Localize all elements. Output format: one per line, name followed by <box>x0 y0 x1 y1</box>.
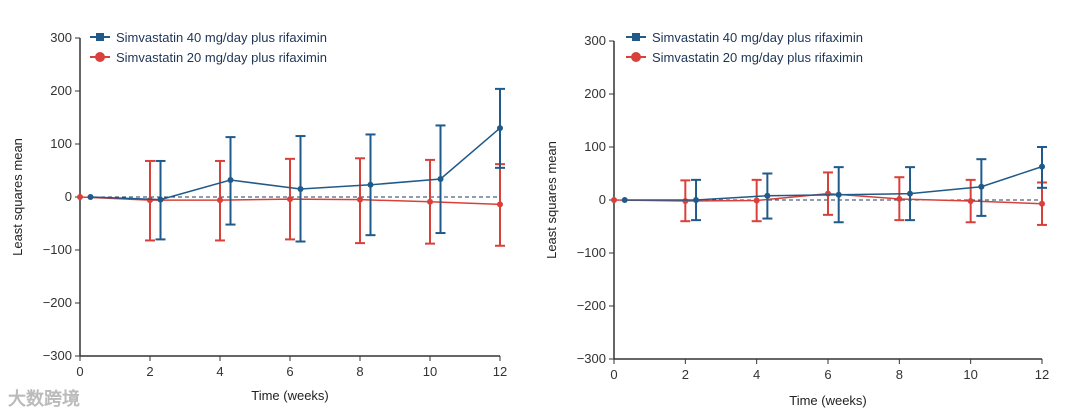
x-tick-label: 0 <box>610 367 617 382</box>
y-tick-label: 200 <box>50 83 72 98</box>
y-axis-label: Least squares mean <box>544 141 559 259</box>
y-tick-label: −100 <box>577 245 606 260</box>
data-point <box>367 181 374 188</box>
chart-panel-1: −300 −200 −100 0 100 200 300 0 2 4 6 8 10 12 Time (wee… <box>10 30 507 403</box>
watermark: 大数跨境 <box>8 389 80 409</box>
y-tick-label: −300 <box>43 348 72 363</box>
data-point <box>497 125 503 132</box>
x-tick-label: 12 <box>493 364 507 379</box>
x-axis-label: Time (weeks) <box>789 393 867 408</box>
x-tick-label: 2 <box>682 367 689 382</box>
x-tick-label: 4 <box>753 367 760 382</box>
x-tick-label: 12 <box>1035 367 1049 382</box>
y-tick-label: 100 <box>584 139 606 154</box>
data-point <box>621 197 628 203</box>
data-point <box>297 186 304 193</box>
data-point <box>825 190 831 197</box>
data-point <box>87 194 94 200</box>
y-tick-label: −200 <box>43 295 72 310</box>
y-tick-label: 100 <box>50 136 72 151</box>
legend-label: Simvastatin 40 mg/day plus rifaximin <box>652 30 863 45</box>
chart-panel-2: −300 −200 −100 0 100 200 300 0 2 4 6 8 10 12 Time (wee… <box>544 30 1049 408</box>
data-point <box>1039 200 1045 207</box>
data-point <box>978 183 985 190</box>
data-point <box>427 198 433 205</box>
series-line <box>624 165 1043 201</box>
x-tick-label: 10 <box>423 364 437 379</box>
y-tick-label: 0 <box>65 189 72 204</box>
legend-square-marker <box>632 33 640 41</box>
data-point <box>227 177 234 184</box>
y-axis-label: Least squares mean <box>10 138 25 256</box>
y-tick-label: 0 <box>599 192 606 207</box>
y-tick-label: 300 <box>584 33 606 48</box>
data-point <box>497 201 503 208</box>
y-tick-label: 300 <box>50 30 72 45</box>
data-point <box>896 195 903 202</box>
data-point <box>611 197 617 203</box>
data-point <box>147 197 153 204</box>
data-point <box>693 197 700 203</box>
y-tick-label: −100 <box>43 242 72 257</box>
x-axis-label: Time (weeks) <box>251 388 329 403</box>
data-point <box>753 197 760 204</box>
legend-circle-marker <box>95 52 105 62</box>
series-line <box>90 127 501 201</box>
legend-label: Simvastatin 40 mg/day plus rifaximin <box>116 30 327 45</box>
data-point <box>835 191 842 198</box>
y-tick-label: 200 <box>584 86 606 101</box>
legend-label: Simvastatin 20 mg/day plus rifaximin <box>116 50 327 65</box>
y-tick-label: −300 <box>577 351 606 366</box>
legend-circle-marker <box>631 52 641 62</box>
x-tick-label: 4 <box>216 364 223 379</box>
y-tick-label: −200 <box>577 298 606 313</box>
data-point <box>77 194 83 200</box>
x-tick-label: 6 <box>824 367 831 382</box>
data-point <box>157 196 164 203</box>
legend-label: Simvastatin 20 mg/day plus rifaximin <box>652 50 863 65</box>
x-tick-label: 10 <box>963 367 977 382</box>
data-point <box>682 198 689 205</box>
x-tick-label: 6 <box>286 364 293 379</box>
data-point <box>217 197 223 204</box>
data-point <box>764 192 771 199</box>
legend-square-marker <box>96 33 104 41</box>
data-point <box>1039 163 1045 170</box>
data-point <box>287 196 293 203</box>
x-tick-label: 0 <box>76 364 83 379</box>
data-point <box>907 190 914 197</box>
x-tick-label: 2 <box>146 364 153 379</box>
data-point <box>357 196 363 203</box>
x-tick-label: 8 <box>356 364 363 379</box>
data-point <box>967 198 974 205</box>
data-point <box>437 175 444 182</box>
x-tick-label: 8 <box>896 367 903 382</box>
